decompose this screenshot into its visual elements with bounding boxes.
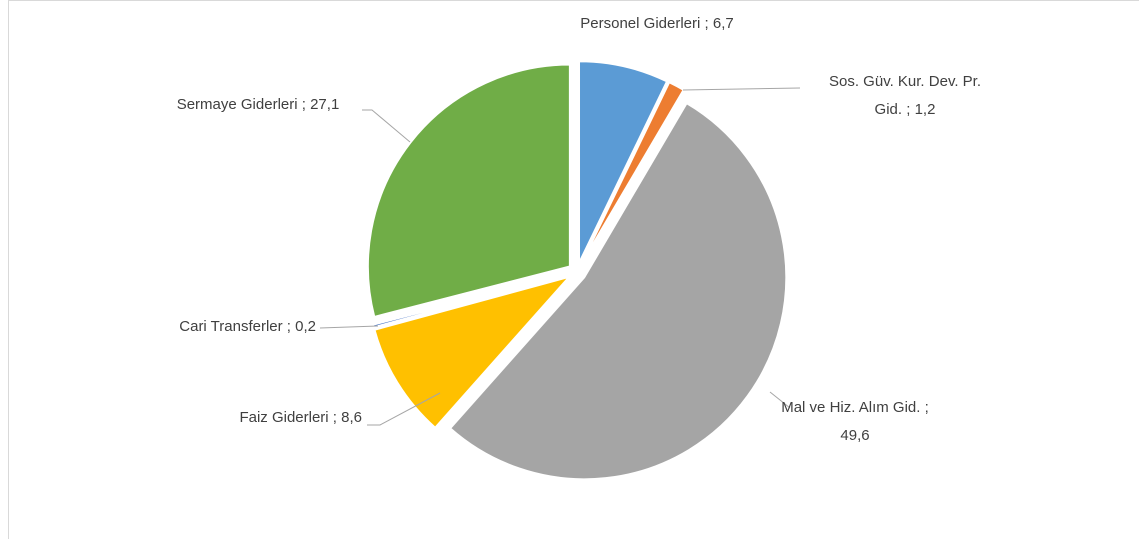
label-name: Personel Giderleri: [580, 15, 701, 32]
label-value: 0,2: [295, 318, 316, 335]
leader-line: [362, 109, 411, 143]
label-separator: ;: [704, 15, 709, 32]
data-label: Sos. Güv. Kur. Dev. Pr. Gid. ; 1,2: [820, 68, 990, 124]
label-value: 49,6: [840, 427, 870, 444]
label-value: 27,1: [310, 96, 340, 113]
pie-slice: [366, 63, 571, 319]
label-value: 8,6: [341, 409, 362, 426]
label-name: Cari Transferler: [179, 318, 283, 335]
leader-line: [367, 392, 441, 426]
label-separator: ;: [301, 96, 306, 113]
label-separator: ;: [906, 101, 911, 118]
data-label: Mal ve Hiz. Alım Gid. ; 49,6: [780, 394, 930, 450]
label-name: Faiz Giderleri: [239, 409, 329, 426]
pie-slice: [578, 60, 669, 264]
data-label: Cari Transferler ; 0,2: [90, 313, 316, 341]
data-label: Sermaye Giderleri ; 27,1: [148, 91, 368, 119]
label-value: 6,7: [712, 15, 734, 32]
leader-line: [769, 391, 791, 409]
label-name: Mal ve Hiz. Alım Gid.: [781, 399, 921, 416]
label-separator: ;: [924, 399, 929, 416]
label-name: Sermaye Giderleri: [176, 96, 298, 113]
label-name: Sos. Güv. Kur. Dev. Pr. Gid.: [829, 73, 981, 118]
label-separator: ;: [286, 318, 291, 335]
data-label: Personel Giderleri ; 6,7: [552, 10, 762, 38]
chart-frame: [8, 0, 1139, 539]
label-value: 1,2: [914, 101, 936, 118]
pie-slice: [373, 274, 573, 430]
pie-slice: [448, 101, 788, 481]
leader-line: [319, 325, 379, 329]
leader-line: [682, 87, 801, 91]
data-label: Faiz Giderleri ; 8,6: [150, 404, 362, 432]
label-separator: ;: [332, 409, 337, 426]
